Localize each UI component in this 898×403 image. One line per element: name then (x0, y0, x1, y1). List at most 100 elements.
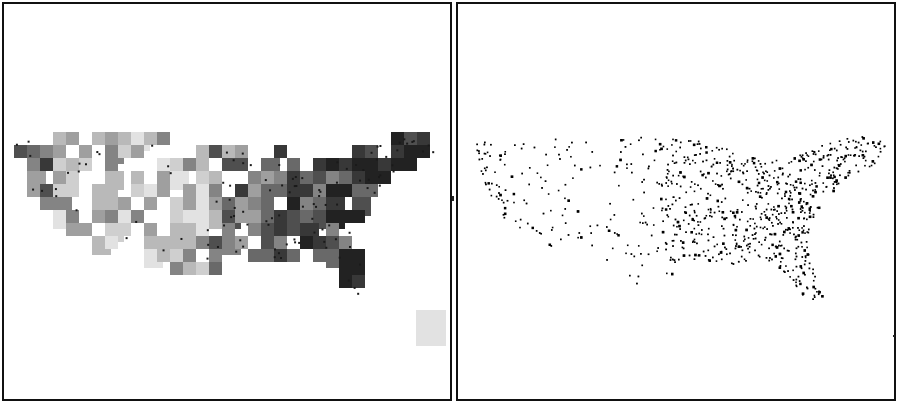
data-point (641, 212, 643, 215)
data-point (783, 270, 785, 273)
data-point (795, 186, 798, 189)
data-point (745, 228, 748, 232)
data-point (826, 176, 829, 179)
data-point (641, 181, 643, 183)
data-point (375, 158, 378, 161)
data-point (777, 204, 780, 208)
density-cell (118, 145, 131, 158)
data-point (756, 178, 759, 181)
data-point (782, 234, 785, 236)
data-point (513, 201, 515, 204)
data-point (873, 162, 876, 165)
data-point (764, 239, 766, 241)
data-point (766, 180, 769, 182)
data-point (771, 243, 774, 247)
data-point (745, 244, 748, 247)
density-cell (313, 158, 326, 171)
data-point (745, 179, 747, 181)
density-cell (313, 197, 326, 210)
data-point (695, 154, 697, 156)
data-point (712, 180, 714, 182)
data-point (709, 211, 712, 214)
data-point (768, 259, 771, 262)
density-cell (118, 223, 131, 236)
density-cell (300, 197, 313, 210)
data-point (747, 204, 749, 206)
data-point (373, 191, 376, 194)
data-point (421, 150, 424, 153)
data-point (483, 143, 486, 146)
data-point (77, 170, 80, 173)
density-cell (157, 158, 170, 171)
data-point (768, 247, 770, 250)
data-point (799, 169, 802, 172)
data-point (616, 233, 618, 235)
data-point (870, 164, 873, 167)
data-point (853, 154, 855, 157)
data-point (704, 176, 707, 179)
data-point (832, 177, 834, 180)
data-point (818, 158, 822, 161)
data-point (233, 206, 236, 209)
data-point (769, 187, 771, 190)
data-point (778, 213, 780, 215)
data-point (773, 206, 775, 208)
data-point (490, 143, 492, 146)
data-point (825, 185, 828, 188)
data-point (853, 154, 856, 156)
data-point (861, 150, 864, 153)
data-point (837, 157, 839, 159)
density-cell (66, 184, 79, 197)
data-point (785, 265, 787, 267)
data-point (625, 252, 627, 255)
data-point (835, 149, 838, 152)
data-point (291, 177, 294, 180)
density-cell (313, 236, 326, 249)
data-point (379, 174, 382, 177)
data-point (654, 149, 657, 153)
data-point (385, 155, 388, 158)
data-point (833, 181, 836, 183)
density-cell (183, 223, 196, 236)
data-point (293, 238, 296, 241)
data-point (684, 211, 688, 214)
data-point (855, 164, 857, 167)
density-cell (261, 197, 274, 210)
data-point (809, 184, 811, 187)
data-point (54, 188, 57, 191)
data-point (722, 242, 725, 245)
data-point (721, 225, 723, 227)
density-cell (378, 158, 391, 171)
data-point (285, 243, 288, 246)
data-point (207, 243, 210, 246)
data-point (799, 265, 803, 268)
data-point (242, 245, 245, 248)
data-point (301, 177, 304, 180)
data-point (624, 146, 627, 148)
data-point (814, 182, 817, 184)
density-cell (391, 145, 404, 158)
data-point (222, 181, 225, 184)
data-point (801, 154, 804, 157)
data-point (771, 258, 773, 261)
data-point (776, 210, 778, 212)
data-point (757, 160, 760, 162)
data-point (619, 158, 622, 162)
data-point (785, 206, 788, 209)
data-point (660, 197, 663, 201)
data-point (723, 217, 726, 221)
data-point (775, 216, 778, 218)
data-point (765, 193, 768, 196)
data-point (548, 243, 552, 246)
data-point (792, 279, 795, 281)
data-point (712, 256, 714, 259)
data-point (789, 232, 791, 234)
data-point (241, 152, 244, 155)
data-point (879, 147, 882, 150)
data-point (694, 253, 697, 257)
data-point (745, 186, 749, 190)
data-point (767, 189, 770, 191)
density-cell (352, 171, 365, 184)
data-point (805, 188, 807, 191)
data-point (769, 257, 771, 259)
